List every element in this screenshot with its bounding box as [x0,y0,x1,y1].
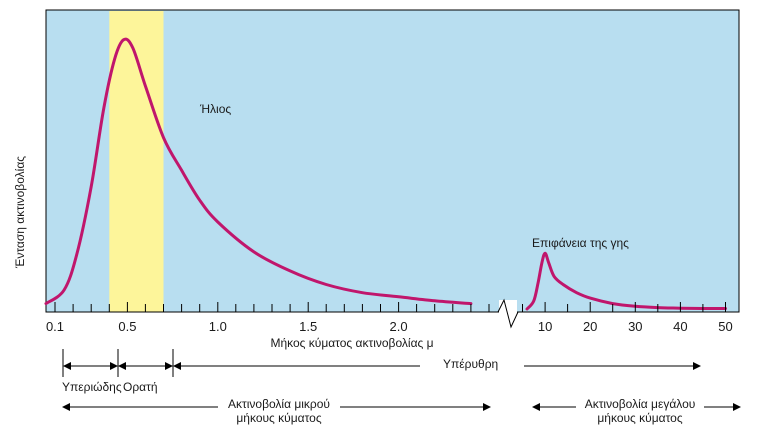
x-tick-label: 0.5 [118,319,136,334]
x-tick-label: 10 [538,319,552,334]
x-tick-label: 1.0 [209,319,227,334]
x-tick-label: 2.0 [390,319,408,334]
x-tick-label: 0.1 [46,319,64,334]
axis-break-mark [497,298,519,329]
series-line-earth [525,251,727,311]
visible-region-label: Ορατή [123,380,158,394]
region-brackets: Υπέρυθρη Υπεριώδης Ορατή [62,349,701,394]
wave-class-arrows: Ακτινοβολία μικρού μήκους κύματος Ακτινο… [62,394,741,426]
shortwave-label-line2: μήκους κύματος [236,411,321,425]
sun-curve-label: Ήλιος [199,102,231,116]
x-tick-label: 20 [583,319,597,334]
y-axis-label: Ένταση ακτινοβολίας [13,156,27,269]
x-tick-label: 30 [628,319,642,334]
x-tick-label: 40 [673,319,687,334]
uv-region-label: Υπεριώδης [62,380,122,394]
longwave-label-line1: Ακτινοβολία μεγάλου [585,397,696,411]
longwave-label-line2: μήκους κύματος [597,411,682,425]
x-axis-label: Μήκος κύματος ακτινοβολίας μ [270,336,433,350]
series-line-sun [44,37,473,306]
x-tick-label: 1.5 [299,319,317,334]
shortwave-label-line1: Ακτινοβολία μικρού [228,397,330,411]
x-tick-label: 50 [718,319,732,334]
ir-region-label: Υπέρυθρη [443,357,498,371]
earth-curve-label: Επιφάνεια της γης [532,236,629,250]
